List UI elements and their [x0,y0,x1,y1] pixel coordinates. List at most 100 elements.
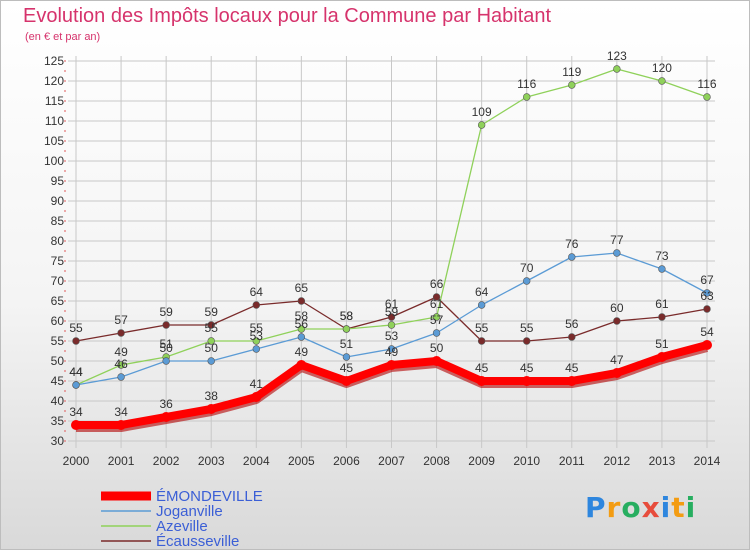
data-point [568,333,576,341]
data-label: 44 [69,365,83,379]
data-label: 53 [385,329,399,343]
data-point [252,301,260,309]
data-label: 51 [159,337,173,351]
y-tick-label: 40 [51,394,65,408]
data-point [703,93,711,101]
data-point [72,381,80,389]
series-lines [71,65,712,432]
y-tick-label: 100 [44,154,64,168]
y-tick-label: 105 [44,134,64,148]
x-tick-label: 2006 [333,454,360,468]
x-tick-label: 2003 [198,454,225,468]
data-point [703,305,711,313]
data-label: 57 [114,313,128,327]
data-point [702,340,712,350]
data-label: 50 [430,341,444,355]
data-label: 50 [205,341,219,355]
data-point [251,392,262,402]
data-label: 119 [562,65,581,79]
data-label: 34 [69,405,83,419]
data-label: 58 [340,309,354,323]
x-tick-label: 2005 [288,454,315,468]
data-point [477,301,486,309]
logo-letter: i [660,491,672,524]
data-label: 73 [655,249,669,263]
data-point [297,297,306,305]
data-label: 67 [700,273,714,287]
logo-letter: r [606,491,622,524]
x-tick-label: 2013 [649,454,676,468]
data-point [342,353,351,361]
data-label: 49 [114,345,128,359]
data-point [296,360,307,370]
data-label: 44 [69,365,83,379]
data-label: 116 [517,77,536,91]
data-label: 49 [295,345,309,359]
x-tick-label: 2001 [108,454,135,468]
x-tick-label: 2014 [694,454,721,468]
data-point [117,373,125,381]
data-label: 59 [385,305,399,319]
data-point [207,357,215,365]
data-point [162,357,170,365]
data-label: 55 [475,321,489,335]
data-label: 55 [250,321,264,335]
data-point [432,293,441,301]
y-tick-label: 75 [51,254,65,268]
y-axis: 30 35 40 45 50 55 60 65 70 75 80 85 90 95 100 105 110 115… [44,54,66,448]
data-point [432,329,441,337]
data-point [297,325,306,333]
data-label: 58 [340,309,354,323]
data-label: 45 [565,361,579,375]
data-point [206,404,217,414]
data-point [207,337,215,345]
data-label: 38 [205,389,219,403]
y-tick-label: 65 [51,294,65,308]
data-point [476,376,487,386]
data-label: 36 [159,397,173,411]
data-label: 76 [565,237,579,251]
data-label: 61 [385,297,399,311]
data-label: 34 [114,405,128,419]
data-label: 109 [472,105,492,119]
data-label: 55 [69,321,83,335]
chart-subtitle: (en € et par an) [25,31,101,43]
data-point [117,329,125,337]
data-point [658,77,666,85]
logo-letter: i [685,491,697,524]
data-label: 49 [385,345,399,359]
data-label: 57 [430,313,444,327]
data-label: 55 [205,321,219,335]
data-point [207,321,215,329]
logo-letter: x [641,491,661,524]
x-tick-label: 2002 [153,454,180,468]
data-point [523,337,531,345]
data-point [568,253,576,261]
data-point [613,249,621,257]
proxiti-logo[interactable]: Proxiti [585,491,696,524]
x-axis: 2000 2001 2002 2003 2004 2005 2006 2007 2008 2009… [63,454,721,468]
y-tick-label: 125 [44,54,64,68]
data-point [72,337,80,345]
data-point [117,361,125,369]
y-tick-label: 110 [45,114,64,128]
data-point [477,121,486,129]
data-point [523,277,531,285]
data-point [523,93,531,101]
data-label: 64 [250,285,264,299]
x-tick-label: 2010 [513,454,540,468]
data-point [432,313,441,321]
y-tick-label: 45 [51,374,65,388]
data-label: 56 [295,317,309,331]
x-tick-label: 2000 [63,454,90,468]
data-label: 60 [610,301,624,315]
chart-title: Evolution des Impôts locaux pour la Comm… [23,5,552,27]
grid [68,56,715,448]
data-label: 51 [655,337,669,351]
logo-letter: t [671,491,686,524]
data-label: 116 [697,77,716,91]
data-label: 56 [565,317,579,331]
data-point [161,412,172,422]
data-label: 55 [520,321,534,335]
data-label: 41 [250,377,264,391]
